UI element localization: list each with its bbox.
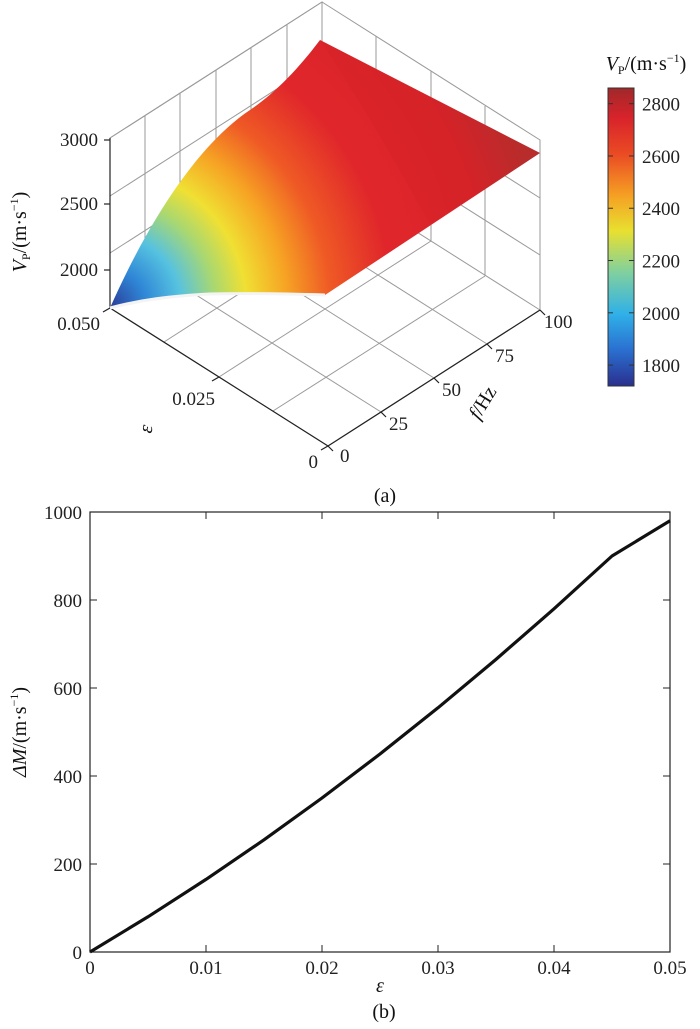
colorbar: VP/(m·s−1) 1800 2000 2200 2400 2600 2800 xyxy=(606,51,687,387)
y-tick-0: 0 xyxy=(309,452,319,473)
y-tick-label: 600 xyxy=(54,679,83,700)
x-ticks: 0 0.01 0.02 0.03 0.04 0.05 xyxy=(85,512,687,979)
x-tick-label: 0.01 xyxy=(189,958,222,979)
surface-plot: 3000 2500 2000 0.050 0.025 0 0 25 50 75 … xyxy=(7,1,687,507)
x-tick-0: 0 xyxy=(340,446,350,467)
x-axis-label-b: ε xyxy=(376,975,384,997)
x-tick-25: 25 xyxy=(389,414,408,435)
surface-shading xyxy=(320,40,540,224)
surface-axes xyxy=(102,138,546,452)
z-tick-2000: 2000 xyxy=(60,260,98,281)
y-axis-label-b: ΔM/(m·s−1) xyxy=(7,687,31,778)
y-tick-labels: 0.050 0.025 0 xyxy=(57,314,318,473)
series-line xyxy=(89,519,671,954)
colorbar-title: VP/(m·s−1) xyxy=(606,51,687,77)
z-tick-3000: 3000 xyxy=(60,130,98,151)
z-tick-2500: 2500 xyxy=(60,194,98,215)
surface-edge xyxy=(109,292,326,310)
z-axis-label: VP/(m·s−1) xyxy=(7,192,33,273)
colorbar-gradient xyxy=(607,87,635,387)
plot-frame xyxy=(89,511,671,953)
y-tick-label: 0 xyxy=(73,943,83,964)
x-tick-label: 0.02 xyxy=(305,958,338,979)
x-tick-label: 0 xyxy=(85,958,95,979)
x-tick-label: 0.04 xyxy=(537,958,571,979)
colorbar-ticks: 1800 2000 2200 2400 2600 2800 xyxy=(608,95,680,377)
colorbar-tick-label: 2200 xyxy=(642,252,680,273)
x-tick-label: 0.05 xyxy=(653,958,686,979)
y-tick-0025: 0.025 xyxy=(172,389,215,410)
colorbar-tick-label: 1800 xyxy=(642,356,680,377)
colorbar-tick-label: 2400 xyxy=(642,199,680,220)
z-tick-labels: 3000 2500 2000 xyxy=(60,130,98,281)
x-tick-label: 0.03 xyxy=(421,958,454,979)
surface xyxy=(110,40,540,308)
caption-a: (a) xyxy=(374,485,396,507)
y-tick-label: 800 xyxy=(54,591,83,612)
x-tick-50: 50 xyxy=(442,380,461,401)
y-tick-label: 200 xyxy=(54,855,83,876)
x-tick-75: 75 xyxy=(495,346,514,367)
x-axis-label: f/Hz xyxy=(464,382,501,423)
x-tick-labels: 0 25 50 75 100 xyxy=(340,312,573,467)
colorbar-tick-label: 2600 xyxy=(642,147,680,168)
x-tick-100: 100 xyxy=(544,312,573,333)
colorbar-tick-label: 2000 xyxy=(642,304,680,325)
y-axis-label: ε xyxy=(135,423,158,435)
colorbar-tick-label: 2800 xyxy=(642,95,680,116)
y-tick-label: 1000 xyxy=(44,503,82,524)
y-tick-label: 400 xyxy=(54,767,83,788)
y-ticks: 0 200 400 600 800 1000 xyxy=(44,503,670,964)
line-plot: 0 0.01 0.02 0.03 0.04 0.05 02004006008001000 … xyxy=(7,503,687,1023)
y-tick-0050: 0.050 xyxy=(57,314,100,335)
caption-b: (b) xyxy=(372,1001,395,1023)
